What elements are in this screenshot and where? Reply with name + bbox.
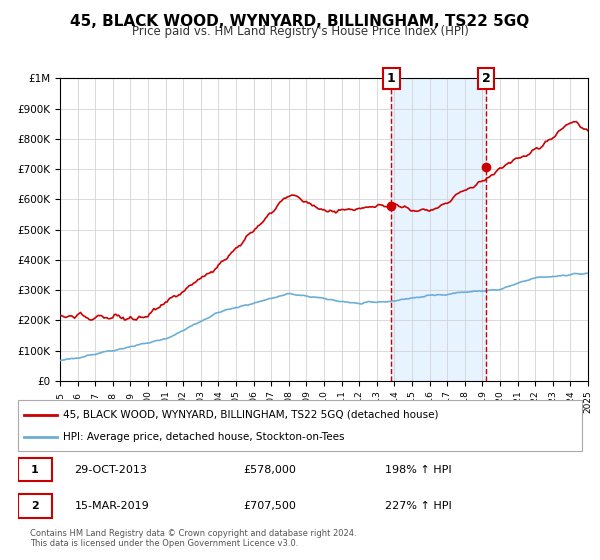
Text: This data is licensed under the Open Government Licence v3.0.: This data is licensed under the Open Gov…	[30, 539, 298, 548]
Text: 1: 1	[387, 72, 396, 85]
Text: Price paid vs. HM Land Registry's House Price Index (HPI): Price paid vs. HM Land Registry's House …	[131, 25, 469, 38]
Text: HPI: Average price, detached house, Stockton-on-Tees: HPI: Average price, detached house, Stoc…	[63, 432, 344, 442]
Text: 45, BLACK WOOD, WYNYARD, BILLINGHAM, TS22 5GQ: 45, BLACK WOOD, WYNYARD, BILLINGHAM, TS2…	[70, 14, 530, 29]
Text: 2: 2	[31, 501, 39, 511]
Bar	[391, 78, 486, 381]
Text: 29-OCT-2013: 29-OCT-2013	[74, 465, 147, 475]
Text: Contains HM Land Registry data © Crown copyright and database right 2024.: Contains HM Land Registry data © Crown c…	[30, 529, 356, 538]
Text: 45, BLACK WOOD, WYNYARD, BILLINGHAM, TS22 5GQ (detached house): 45, BLACK WOOD, WYNYARD, BILLINGHAM, TS2…	[63, 409, 439, 419]
FancyBboxPatch shape	[18, 400, 582, 451]
Text: £578,000: £578,000	[244, 465, 296, 475]
Text: 1: 1	[31, 465, 39, 475]
Text: 15-MAR-2019: 15-MAR-2019	[74, 501, 149, 511]
FancyBboxPatch shape	[18, 458, 52, 481]
Text: £707,500: £707,500	[244, 501, 296, 511]
Text: 227% ↑ HPI: 227% ↑ HPI	[385, 501, 451, 511]
Text: 198% ↑ HPI: 198% ↑ HPI	[385, 465, 451, 475]
Text: 2: 2	[482, 72, 490, 85]
FancyBboxPatch shape	[18, 494, 52, 517]
